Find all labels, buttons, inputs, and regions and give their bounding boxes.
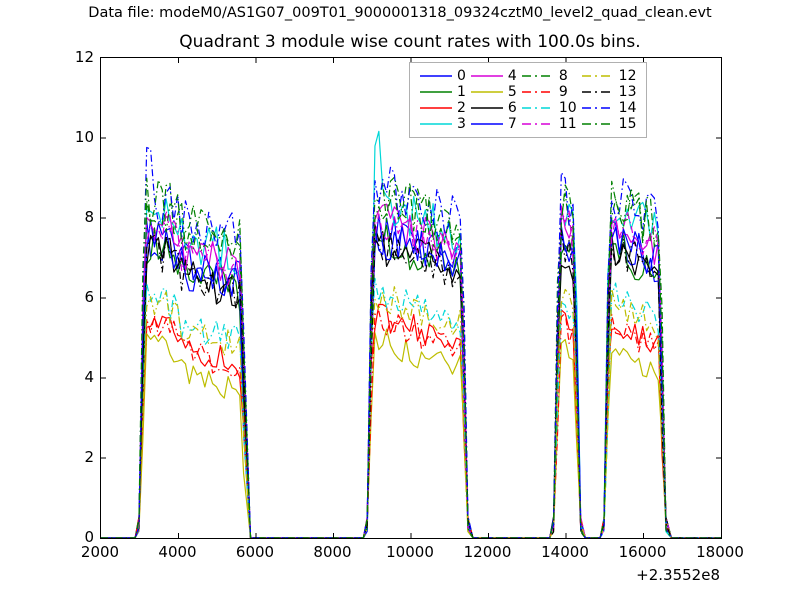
legend-line-sample [521,75,554,77]
y-tick-label: 0 [84,528,94,546]
x-tick-label: 2000 [80,543,120,561]
line-chart-canvas [101,58,721,538]
series-line-9 [101,310,721,538]
series-line-11 [101,208,721,538]
series-line-7 [101,214,721,538]
series-line-14 [101,146,721,538]
legend-swatch [468,84,506,100]
y-tick-label: 4 [84,368,94,386]
legend-table: 0 4 8 12 1 5 9 13 2 6 10 14 3 7 11 15 [417,68,639,132]
legend-swatch [579,116,617,132]
legend-swatch [519,100,557,116]
series-line-8 [101,176,721,538]
series-line-12 [101,286,721,538]
legend-swatch [468,116,506,132]
legend-label: 13 [618,84,637,100]
y-axis-tick-labels: 0 2 4 6 8 10 12 [50,48,94,546]
legend-swatch [519,68,557,84]
legend-label: 0 [457,68,466,84]
x-tick-label: 12000 [463,543,512,561]
series-line-6 [101,224,721,538]
legend-label: 11 [558,116,577,132]
legend-swatch [417,84,455,100]
x-tick-label: 16000 [618,543,667,561]
x-tick-label: 10000 [386,543,434,561]
figure-suptitle: Data file: modeM0/AS1G07_009T01_90000013… [88,5,712,21]
legend-swatch [579,100,617,116]
series-line-2 [101,303,721,538]
legend-swatch [417,100,455,116]
legend-label: 3 [457,116,466,132]
legend-line-sample [420,107,452,109]
x-axis-offset-text: +2.3552e8 [636,566,720,584]
legend-label: 4 [507,68,517,84]
legend-line-sample [581,123,614,125]
legend-line-sample [470,75,503,77]
legend-line-sample [420,123,452,125]
legend-line-sample [521,91,554,93]
axes-title: Quadrant 3 module wise count rates with … [179,32,641,52]
legend-row: 1 5 9 13 [417,84,639,100]
series-line-10 [101,277,721,538]
x-axis-tick-labels: 2000 4000 6000 8000 10000 12000 14000 16000 1800… [81,543,744,565]
x-tick-label: 14000 [541,543,589,561]
legend-line-sample [581,107,614,109]
legend-label: 5 [507,84,517,100]
legend-swatch [468,68,506,84]
y-tick-label: 10 [74,128,94,146]
legend-line-sample [581,75,614,77]
legend-label: 10 [558,100,577,116]
legend[interactable]: 0 4 8 12 1 5 9 13 2 6 10 14 3 7 11 15 [409,62,647,138]
legend-swatch [417,116,455,132]
legend-label: 8 [558,68,568,84]
series-line-5 [101,328,721,538]
legend-label: 1 [457,84,466,100]
y-tick-label: 12 [74,48,94,66]
legend-line-sample [521,107,554,109]
legend-swatch [519,116,557,132]
legend-line-sample [470,91,503,93]
legend-line-sample [521,123,554,125]
legend-row: 3 7 11 15 [417,116,639,132]
legend-swatch [468,100,506,116]
legend-label: 15 [618,116,637,132]
legend-row: 0 4 8 12 [417,68,639,84]
y-tick-label: 8 [84,208,94,226]
legend-line-sample [470,123,503,125]
y-tick-label: 6 [84,288,94,306]
legend-label: 12 [618,68,637,84]
y-tick-label: 2 [84,448,94,466]
legend-label: 2 [457,100,466,116]
series-line-13 [101,229,721,538]
series-line-1 [101,224,721,538]
x-tick-label: 18000 [696,543,744,561]
series-line-15 [101,177,721,538]
legend-line-sample [581,91,614,93]
legend-swatch [579,84,617,100]
legend-line-sample [420,75,452,77]
legend-label: 6 [507,100,517,116]
legend-line-sample [420,91,452,93]
legend-line-sample [470,107,503,109]
legend-row: 2 6 10 14 [417,100,639,116]
x-tick-label: 4000 [158,543,197,561]
legend-label: 7 [507,116,517,132]
legend-swatch [579,68,617,84]
x-tick-label: 8000 [313,543,352,561]
legend-label: 9 [558,84,568,100]
legend-swatch [417,68,455,84]
legend-label: 14 [618,100,637,116]
x-tick-label: 6000 [235,543,275,561]
legend-swatch [519,84,557,100]
